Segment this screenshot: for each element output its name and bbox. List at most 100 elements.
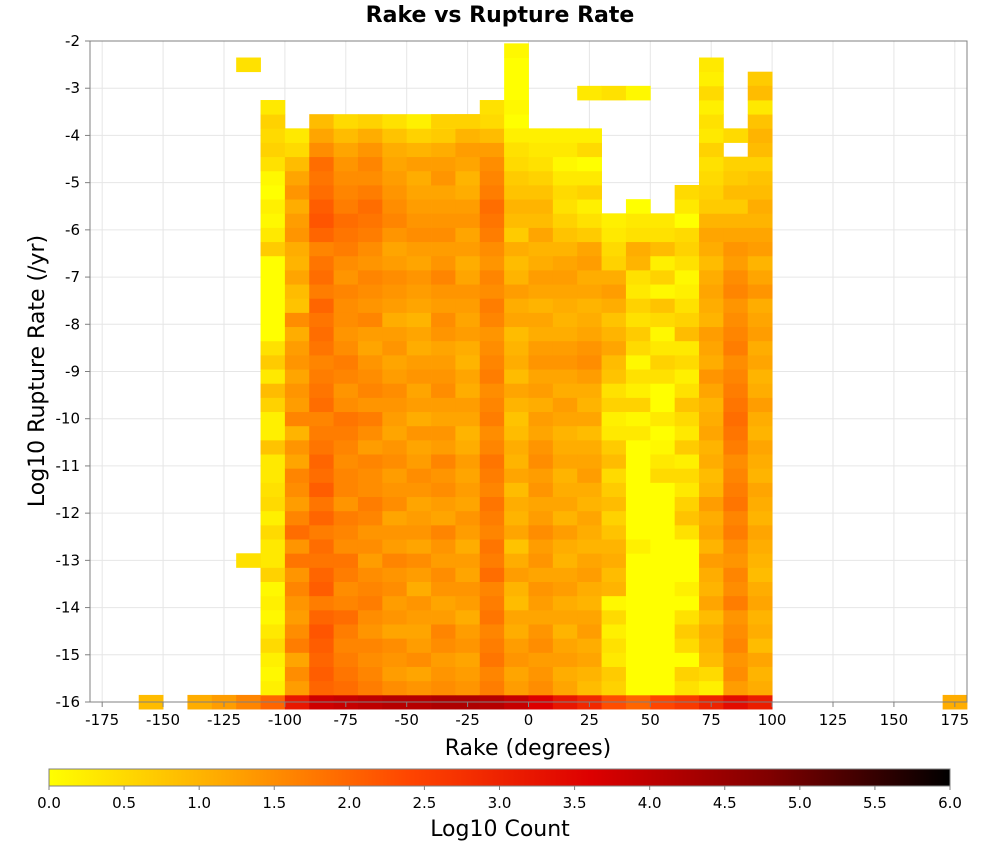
heatmap-cell: [284, 468, 310, 483]
heatmap-cell: [382, 439, 408, 455]
heatmap-cell: [284, 369, 310, 384]
colorbar-tick-label: 6.0: [938, 794, 962, 812]
heatmap-cell: [699, 326, 724, 342]
heatmap-cell: [284, 439, 310, 455]
heatmap-cell: [601, 581, 627, 597]
heatmap-cell: [625, 369, 651, 384]
heatmap-cell: [601, 482, 627, 498]
heatmap-cell: [674, 652, 700, 667]
heatmap-cell: [406, 298, 432, 313]
heatmap-cell: [650, 595, 676, 611]
heatmap-cell: [723, 411, 749, 427]
heatmap-cell: [260, 227, 286, 243]
heatmap-cell: [309, 411, 335, 427]
heatmap-cell: [504, 638, 529, 653]
heatmap-cell: [699, 680, 724, 696]
heatmap-cell: [577, 185, 602, 200]
heatmap-cell: [504, 553, 529, 568]
heatmap-cell: [357, 213, 383, 228]
heatmap-cell: [504, 213, 529, 228]
heatmap-cell: [650, 369, 676, 384]
heatmap-cell: [625, 425, 651, 441]
x-tick-label: -50: [394, 711, 419, 729]
heatmap-cell: [333, 567, 359, 582]
heatmap-cell: [552, 241, 578, 257]
heatmap-cell: [747, 227, 773, 243]
heatmap-cell: [699, 199, 724, 214]
heatmap-cell: [431, 595, 456, 611]
heatmap-cell: [601, 454, 627, 469]
heatmap-cell: [577, 284, 602, 299]
heatmap-cell: [309, 680, 335, 696]
heatmap-cell: [699, 71, 724, 87]
heatmap-cell: [601, 666, 627, 682]
heatmap-cell: [284, 638, 310, 653]
heatmap-cell: [479, 468, 505, 483]
heatmap-cell: [284, 326, 310, 342]
heatmap-cell: [357, 369, 383, 384]
heatmap-cell: [747, 624, 773, 639]
heatmap-cell: [747, 539, 773, 554]
heatmap-cell: [699, 227, 724, 243]
colorbar-tick-label: 1.0: [187, 794, 211, 812]
heatmap-cell: [431, 638, 456, 653]
heatmap-cell: [431, 170, 456, 186]
heatmap-cell: [723, 298, 749, 313]
heatmap-cell: [528, 468, 554, 483]
heatmap-cell: [431, 666, 456, 682]
heatmap-cell: [723, 425, 749, 441]
heatmap-cell: [431, 369, 456, 384]
heatmap-cell: [479, 185, 505, 200]
heatmap-cell: [723, 255, 749, 271]
heatmap-cell: [406, 227, 432, 243]
heatmap-cell: [625, 284, 651, 299]
heatmap-cell: [479, 255, 505, 271]
heatmap-cell: [431, 609, 456, 625]
heatmap-cell: [406, 340, 432, 356]
heatmap-cell: [577, 326, 602, 342]
heatmap-cell: [650, 298, 676, 313]
heatmap-cell: [260, 638, 286, 653]
heatmap-cell: [723, 128, 749, 143]
heatmap-cell: [479, 241, 505, 257]
heatmap-cell: [601, 85, 627, 101]
heatmap-cell: [699, 269, 724, 285]
heatmap-cell: [699, 624, 724, 639]
heatmap-cell: [747, 298, 773, 313]
heatmap-cell: [357, 114, 383, 129]
heatmap-cell: [650, 638, 676, 653]
heatmap-cell: [747, 397, 773, 413]
heatmap-cell: [382, 241, 408, 257]
heatmap-cell: [431, 468, 456, 483]
heatmap-cell: [601, 468, 627, 483]
heatmap-cell: [552, 199, 578, 214]
x-tick-label: 125: [819, 711, 848, 729]
heatmap-cell: [747, 468, 773, 483]
heatmap-cell: [577, 227, 602, 243]
heatmap-cell: [552, 539, 578, 554]
heatmap-cell: [382, 524, 408, 540]
heatmap-cell: [357, 255, 383, 271]
heatmap-cell: [333, 482, 359, 498]
heatmap-cell: [455, 284, 481, 299]
x-tick-label: 150: [880, 711, 909, 729]
heatmap-cell: [528, 496, 554, 512]
heatmap-cell: [284, 595, 310, 611]
heatmap-cell: [333, 340, 359, 356]
heatmap-cell: [577, 624, 602, 639]
heatmap-cell: [479, 652, 505, 667]
y-tick-label: -16: [56, 693, 81, 711]
heatmap-cell: [382, 539, 408, 554]
heatmap-cell: [309, 439, 335, 455]
heatmap-cell: [357, 326, 383, 342]
heatmap-cell: [284, 312, 310, 328]
y-tick-label: -4: [65, 126, 80, 144]
heatmap-cell: [504, 397, 529, 413]
heatmap-cell: [723, 199, 749, 214]
heatmap-cell: [479, 624, 505, 639]
heatmap-cell: [577, 425, 602, 441]
heatmap-cell: [382, 595, 408, 611]
heatmap-cell: [431, 269, 456, 285]
heatmap-cell: [747, 340, 773, 356]
heatmap-cell: [625, 638, 651, 653]
